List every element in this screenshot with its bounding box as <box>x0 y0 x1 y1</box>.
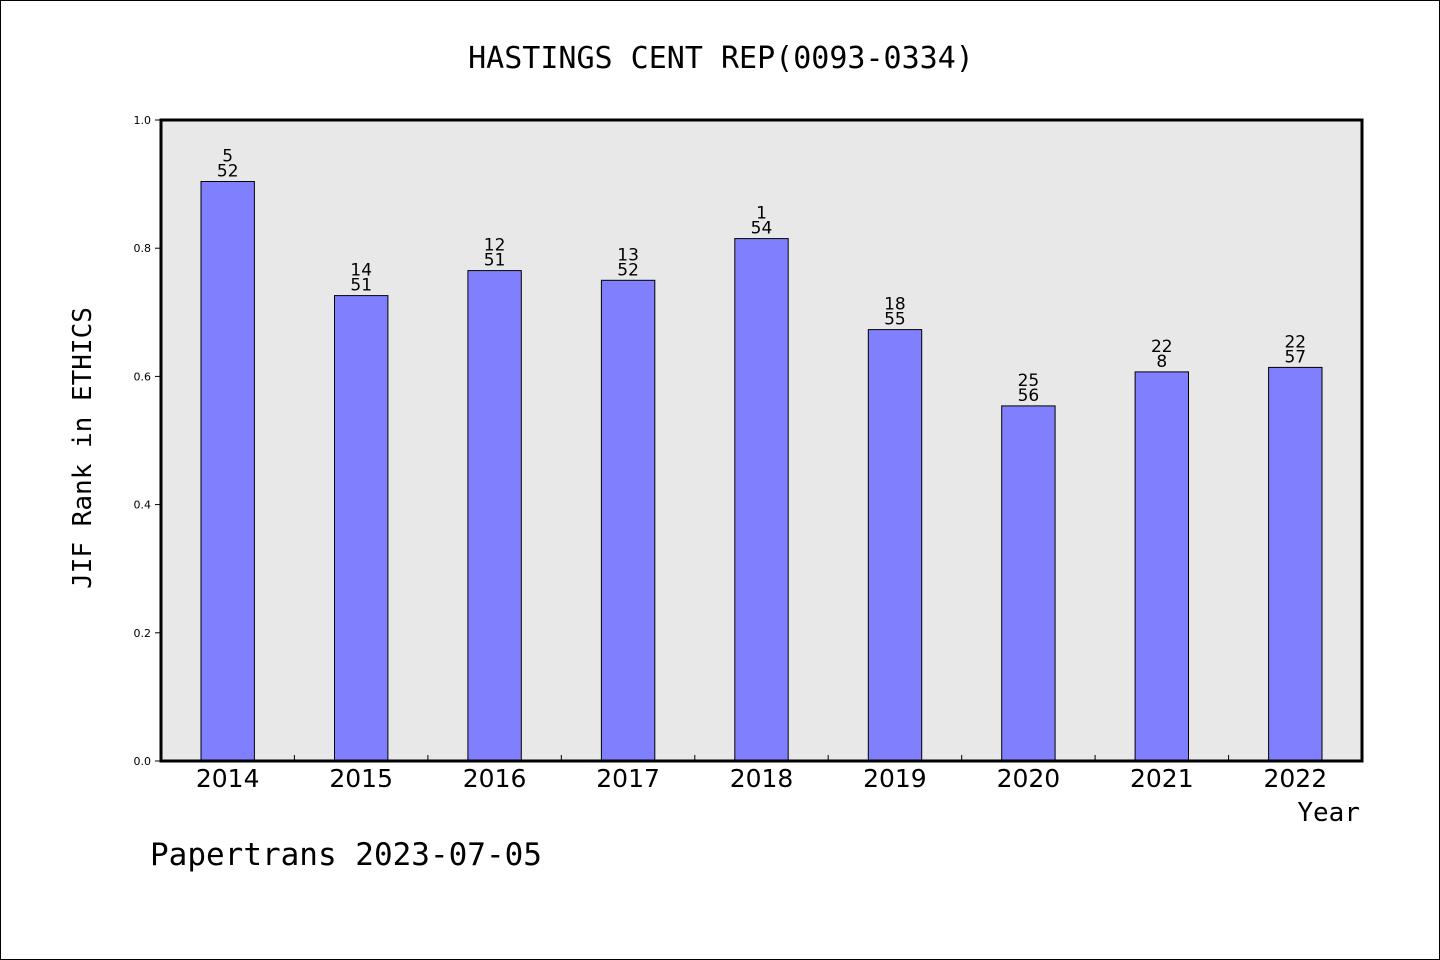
bars-group <box>200 181 1323 762</box>
bar-label-top-2015: 14 <box>350 261 372 281</box>
x-tick-label-2014: 2014 <box>196 764 260 793</box>
bar-2018 <box>734 238 789 762</box>
x-tick-label-2018: 2018 <box>730 764 794 793</box>
bar-label-bottom-2015: 51 <box>350 276 372 296</box>
x-tick-label-2021: 2021 <box>1130 764 1194 793</box>
x-tick-label-2022: 2022 <box>1263 764 1327 793</box>
bar-label-top-2018: 1 <box>756 204 767 224</box>
bar-2019 <box>867 329 923 762</box>
y-tick-label-0: 0.0 <box>134 755 152 768</box>
bar-label-bottom-2016: 51 <box>484 251 506 271</box>
y-axis: 0.0 0.2 0.4 0.6 0.8 1.0 <box>134 114 161 768</box>
bar-label-bottom-2014: 52 <box>217 162 239 182</box>
bar-label-bottom-2017: 52 <box>617 260 639 280</box>
bar-label-top-2014: 5 <box>222 147 233 167</box>
bar-2021 <box>1134 371 1189 762</box>
x-tick-label-2015: 2015 <box>329 764 393 793</box>
plot-border <box>159 118 1364 763</box>
bar-label-bottom-2019: 55 <box>884 310 906 330</box>
chart-title: HASTINGS CENT REP(0093-0334) <box>468 41 974 76</box>
y-tick-label-2: 0.4 <box>134 499 152 512</box>
footer-credit: Papertrans 2023-07-05 <box>150 837 542 873</box>
bar-label-top-2017: 13 <box>617 245 639 265</box>
x-tick-label-2017: 2017 <box>596 764 660 793</box>
x-axis-label: Year <box>1297 798 1360 828</box>
bar-label-top-2016: 12 <box>484 236 506 256</box>
bar-label-bottom-2018: 54 <box>751 219 773 239</box>
bar-2017 <box>600 279 656 762</box>
bar-label-top-2019: 18 <box>884 295 906 315</box>
x-axis: 2014 2015 2016 2017 2018 2019 2020 2021 2022 <box>196 755 1327 793</box>
bar-label-top-2020: 25 <box>1018 371 1040 391</box>
x-tick-label-2020: 2020 <box>997 764 1061 793</box>
bar-label-top-2022: 22 <box>1284 332 1306 352</box>
y-tick-label-3: 0.6 <box>134 370 152 383</box>
y-axis-label: JIF Rank in ETHICS <box>68 307 98 589</box>
bar-2015 <box>334 295 389 762</box>
x-tick-label-2019: 2019 <box>863 764 927 793</box>
y-tick-label-4: 0.8 <box>134 242 152 255</box>
bar-label-bottom-2020: 56 <box>1018 386 1040 406</box>
bar-label-bottom-2021: 8 <box>1156 352 1167 372</box>
bar-2016 <box>467 270 522 762</box>
x-tick-label-2016: 2016 <box>463 764 527 793</box>
bar-label-top-2021: 22 <box>1151 337 1173 357</box>
bar-2022 <box>1268 366 1323 762</box>
bar-label-bottom-2022: 57 <box>1284 347 1306 367</box>
bar-2014 <box>200 181 255 762</box>
bar-2020 <box>1001 405 1056 762</box>
y-tick-label-5: 1.0 <box>134 114 152 127</box>
y-tick-label-1: 0.2 <box>134 627 152 640</box>
